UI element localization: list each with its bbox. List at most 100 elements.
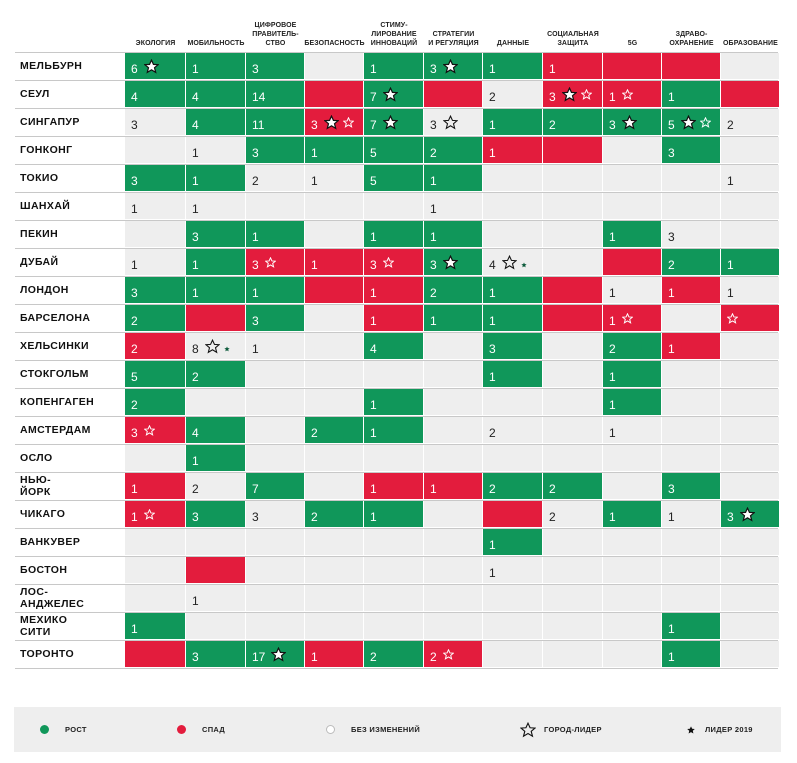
table-cell <box>305 53 364 80</box>
table-cell: 4 <box>186 81 246 108</box>
table-cell <box>543 277 603 304</box>
table-cell: 5 <box>364 137 424 164</box>
row-divider <box>15 108 778 109</box>
table-cell: 1 <box>483 557 543 584</box>
cell-value: 1 <box>370 482 377 496</box>
row-city-label: ЛОС-АНДЖЕЛЕС <box>20 586 85 610</box>
table-cell: 3 <box>125 109 186 136</box>
table-cell: 2 <box>424 641 483 668</box>
table-cell: 1 <box>246 221 305 248</box>
table-cell <box>125 641 186 668</box>
leader-star-icon <box>442 58 458 74</box>
cell-value: 2 <box>489 482 496 496</box>
cell-value: 1 <box>609 510 616 524</box>
cell-value: 2 <box>131 342 138 356</box>
cell-value: 1 <box>430 314 437 328</box>
row-city-label: СИНГАПУР <box>20 116 80 128</box>
table-cell: 4 <box>186 109 246 136</box>
leader-star-icon <box>323 114 339 130</box>
table-cell: 3 <box>186 221 246 248</box>
cell-value: 2 <box>668 258 675 272</box>
cell-value: 3 <box>252 258 259 272</box>
cell-value: 1 <box>609 370 616 384</box>
row-city-label: СЕУЛ <box>20 88 50 100</box>
table-cell: 3 <box>246 53 305 80</box>
cell-value: 2 <box>192 370 199 384</box>
table-cell: 3 <box>662 221 721 248</box>
table-cell: 1 <box>246 277 305 304</box>
table-cell: 2 <box>483 417 543 444</box>
table-cell <box>424 529 483 556</box>
cell-value: 11 <box>252 118 265 132</box>
cell-value: 1 <box>668 650 675 664</box>
row-divider <box>15 640 778 641</box>
table-cell <box>186 389 246 416</box>
table-cell: 5 <box>662 109 721 136</box>
table-cell: 2 <box>305 501 364 528</box>
table-cell: 2 <box>721 109 780 136</box>
table-cell: 2 <box>424 137 483 164</box>
table-cell <box>305 333 364 360</box>
table-cell: 4 <box>125 81 186 108</box>
column-header: ЦИФРОВОЕ ПРАВИТЕЛЬ- СТВО <box>252 22 299 47</box>
table-cell <box>483 501 543 528</box>
table-cell <box>305 473 364 500</box>
leader-star-icon <box>271 646 287 662</box>
table-cell: 1 <box>721 165 780 192</box>
table-cell: 2 <box>483 473 543 500</box>
table-cell: 1 <box>186 137 246 164</box>
cell-value: 3 <box>727 510 734 524</box>
table-cell <box>543 585 603 612</box>
cell-value: 2 <box>549 118 556 132</box>
row-city-label: ЧИКАГО <box>20 508 66 520</box>
table-cell <box>721 613 780 640</box>
cell-value: 2 <box>549 510 556 524</box>
table-cell <box>662 305 721 332</box>
table-cell: 1 <box>603 361 662 388</box>
table-cell: 1 <box>364 221 424 248</box>
cell-value: 3 <box>131 286 138 300</box>
table-cell <box>364 613 424 640</box>
table-cell: 11 <box>246 109 305 136</box>
cell-value: 2 <box>430 286 437 300</box>
cell-value: 2 <box>430 146 437 160</box>
table-cell: 1 <box>662 277 721 304</box>
table-cell: 7 <box>364 109 424 136</box>
row-city-label: СТОКГОЛЬМ <box>20 368 89 380</box>
cell-value: 4 <box>192 90 199 104</box>
table-cell: 4 <box>483 249 543 276</box>
table-cell: 1 <box>483 305 543 332</box>
table-cell <box>305 221 364 248</box>
cell-value: 4 <box>370 342 377 356</box>
table-cell: 2 <box>186 473 246 500</box>
table-cell <box>603 165 662 192</box>
table-cell: 3 <box>186 501 246 528</box>
table-cell <box>246 445 305 472</box>
table-cell <box>305 445 364 472</box>
cell-value: 3 <box>609 118 616 132</box>
table-cell: 2 <box>543 501 603 528</box>
table-cell <box>603 249 662 276</box>
table-cell <box>543 389 603 416</box>
table-cell <box>424 445 483 472</box>
row-divider <box>15 136 778 137</box>
column-header: БЕЗОПАСНОСТЬ <box>304 40 365 47</box>
table-cell <box>662 585 721 612</box>
table-cell: 1 <box>125 473 186 500</box>
cell-value: 1 <box>668 342 675 356</box>
cell-value: 1 <box>727 286 734 300</box>
table-cell: 1 <box>603 501 662 528</box>
row-city-label: ДУБАЙ <box>20 256 59 268</box>
table-cell: 1 <box>364 389 424 416</box>
cell-value: 8 <box>192 342 199 356</box>
table-cell <box>125 529 186 556</box>
table-cell: 7 <box>246 473 305 500</box>
table-cell: 5 <box>364 165 424 192</box>
table-cell <box>721 473 780 500</box>
table-cell: 3 <box>543 81 603 108</box>
table-cell: 1 <box>483 361 543 388</box>
leader-star-icon <box>561 86 577 102</box>
small-outline-star-icon <box>580 88 592 100</box>
cell-value: 5 <box>668 118 675 132</box>
cell-value: 3 <box>430 258 437 272</box>
